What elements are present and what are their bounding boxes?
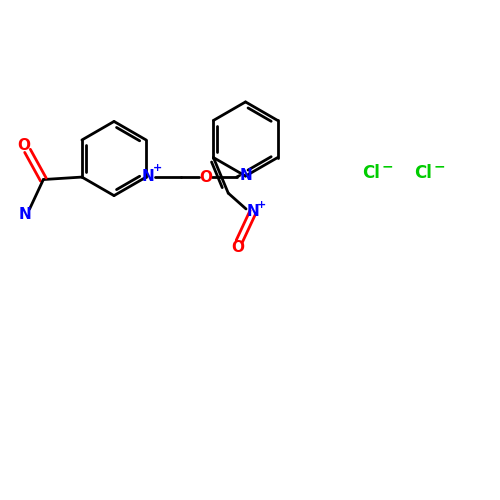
Text: O: O [231, 240, 244, 255]
Text: N: N [246, 204, 260, 220]
Text: N: N [142, 168, 154, 184]
Text: Cl: Cl [414, 164, 432, 182]
Text: O: O [17, 138, 30, 154]
Text: −: − [382, 159, 394, 173]
Text: +: + [257, 200, 266, 210]
Text: Cl: Cl [362, 164, 380, 182]
Text: N: N [18, 206, 31, 222]
Text: N: N [239, 168, 252, 183]
Text: O: O [199, 170, 212, 184]
Text: −: − [434, 159, 445, 173]
Text: +: + [152, 163, 162, 173]
